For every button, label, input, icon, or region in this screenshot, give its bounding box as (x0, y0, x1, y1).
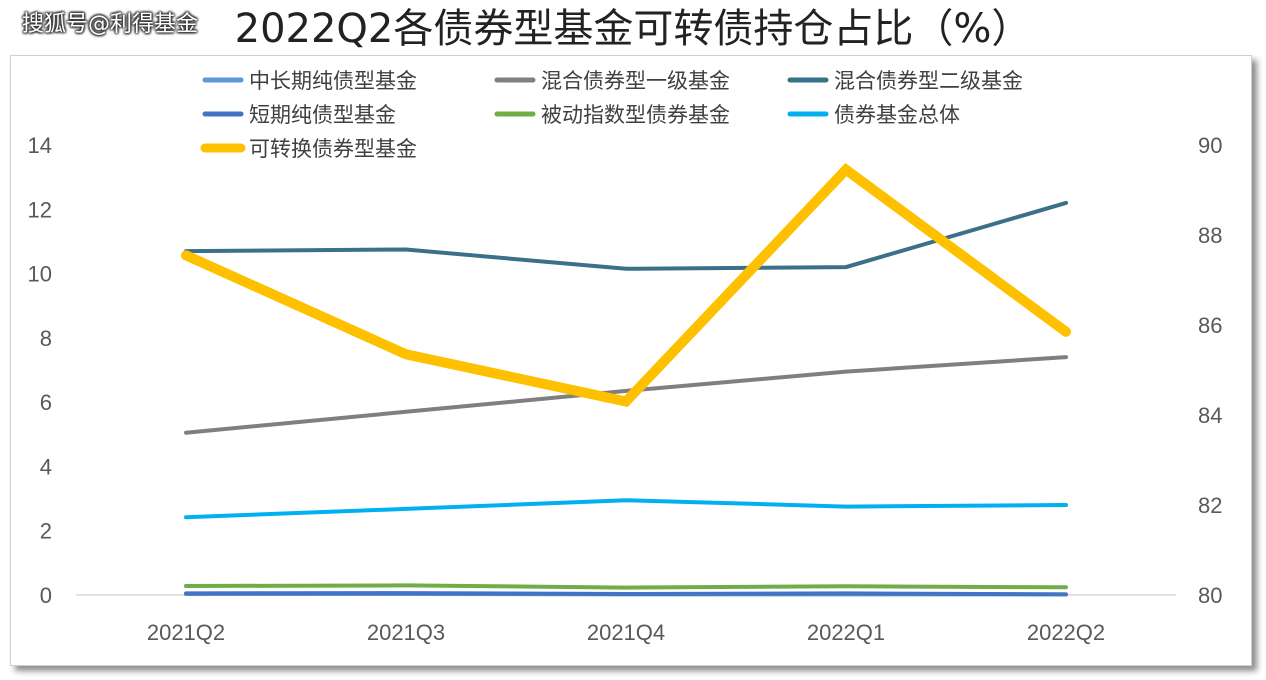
y-left-tick-label: 0 (40, 583, 52, 608)
y-left-tick-label: 4 (40, 454, 52, 479)
y-left-tick-label: 14 (28, 133, 52, 158)
y-left-tick-label: 2 (40, 519, 52, 544)
y-right-tick-label: 88 (1198, 223, 1222, 248)
series-line (184, 355, 1068, 435)
y-right-tick-label: 80 (1198, 583, 1222, 608)
y-right-tick-label: 86 (1198, 313, 1222, 338)
y-left-tick-label: 12 (28, 197, 52, 222)
series-line (184, 591, 1068, 597)
y-left-tick-label: 6 (40, 390, 52, 415)
legend-label: 可转换债券型基金 (249, 137, 417, 161)
series-line (181, 163, 1071, 407)
legend-label: 混合债券型二级基金 (834, 69, 1023, 93)
legend-label: 中长期纯债型基金 (249, 69, 417, 93)
y-right-tick-label: 84 (1198, 403, 1222, 428)
series-line (184, 583, 1068, 590)
y-left-tick-label: 8 (40, 326, 52, 351)
x-tick-label: 2021Q2 (147, 620, 225, 645)
legend-label: 混合债券型一级基金 (541, 69, 730, 93)
legend-label: 被动指数型债券基金 (541, 103, 730, 127)
series-group (181, 163, 1071, 597)
y-right-tick-label: 82 (1198, 493, 1222, 518)
series-line (184, 498, 1068, 520)
series-line (184, 200, 1068, 271)
x-tick-label: 2021Q4 (587, 620, 665, 645)
x-tick-label: 2022Q1 (807, 620, 885, 645)
chart-title: 2022Q2各债券型基金可转债持仓占比（%） (234, 6, 1032, 52)
legend-label: 债券基金总体 (834, 103, 960, 127)
chart-frame (10, 55, 1252, 666)
y-left-tick-label: 10 (28, 262, 52, 287)
x-tick-label: 2022Q2 (1027, 620, 1105, 645)
y-right-tick-label: 90 (1198, 133, 1222, 158)
watermark: 搜狐号@利得基金 (22, 12, 199, 37)
x-tick-label: 2021Q3 (367, 620, 445, 645)
legend-label: 短期纯债型基金 (249, 103, 396, 127)
